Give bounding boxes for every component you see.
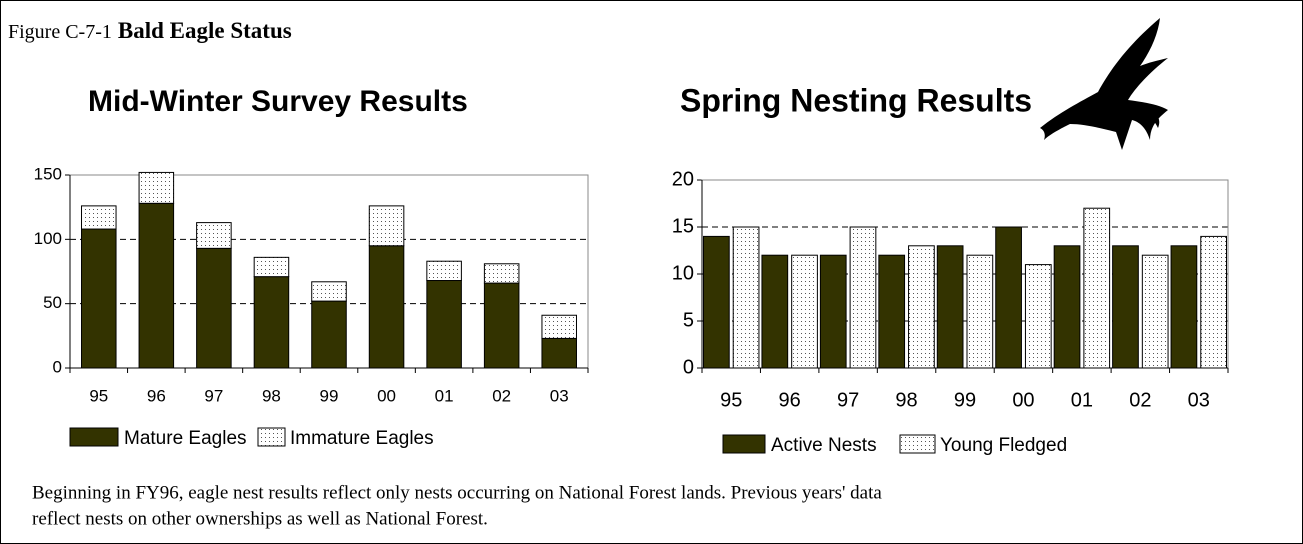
bar	[197, 248, 232, 368]
figure-title: Bald Eagle Status	[118, 18, 292, 43]
x-tick-label: 96	[779, 389, 801, 411]
bar	[312, 282, 347, 301]
bar	[909, 246, 935, 368]
bar	[82, 206, 117, 229]
x-tick-label: 02	[1129, 389, 1151, 411]
legend-label: Young Fledged	[940, 435, 1067, 456]
bar	[820, 255, 846, 368]
bar	[1201, 236, 1227, 368]
bar	[1113, 246, 1139, 368]
y-tick-label: 20	[672, 168, 694, 190]
figure-header: Figure C-7-1 Bald Eagle Status	[8, 18, 292, 43]
x-tick-label: 99	[954, 389, 976, 411]
x-tick-label: 00	[377, 386, 396, 405]
legend-swatch	[723, 435, 765, 453]
bar	[139, 203, 174, 368]
x-tick-label: 00	[1012, 389, 1034, 411]
x-tick-label: 03	[550, 386, 569, 405]
figure-label: Figure C-7-1	[8, 21, 112, 43]
bar	[733, 227, 759, 368]
bar	[967, 255, 993, 368]
x-tick-label: 97	[204, 386, 223, 405]
legend-label: Active Nests	[771, 435, 877, 456]
chart-title: Mid-Winter Survey Results	[88, 85, 468, 118]
bar	[484, 264, 519, 283]
bar	[312, 301, 347, 368]
bar	[1025, 265, 1051, 368]
bar	[254, 277, 289, 368]
x-tick-label: 02	[492, 386, 511, 405]
bar	[254, 257, 289, 276]
x-tick-label: 99	[320, 386, 339, 405]
bar	[369, 206, 404, 246]
bar	[82, 229, 117, 368]
y-tick-label: 50	[43, 293, 62, 312]
note-line: Beginning in FY96, eagle nest results re…	[32, 482, 882, 503]
bar	[1084, 208, 1110, 368]
y-tick-label: 0	[683, 356, 694, 378]
y-tick-label: 150	[34, 164, 62, 183]
bar	[1054, 246, 1080, 368]
y-tick-label: 10	[672, 262, 694, 284]
y-tick-label: 100	[34, 229, 62, 248]
bar	[484, 283, 519, 368]
x-tick-label: 01	[435, 386, 454, 405]
y-tick-label: 5	[683, 309, 694, 331]
x-tick-label: 97	[837, 389, 859, 411]
note-line: reflect nests on other ownerships as wel…	[32, 508, 488, 529]
x-tick-label: 95	[89, 386, 108, 405]
bar	[427, 261, 462, 280]
bar	[850, 227, 876, 368]
chart-title: Spring Nesting Results	[680, 82, 1032, 118]
bar	[1171, 246, 1197, 368]
bar	[369, 246, 404, 368]
bar	[879, 255, 905, 368]
bar	[542, 315, 577, 338]
legend-swatch	[900, 435, 935, 453]
legend-label: Immature Eagles	[290, 428, 434, 449]
bar	[542, 338, 577, 368]
bar	[139, 172, 174, 203]
x-tick-label: 98	[262, 386, 281, 405]
legend-label: Mature Eagles	[124, 428, 247, 449]
bar	[197, 223, 232, 249]
x-tick-label: 96	[147, 386, 166, 405]
y-tick-label: 0	[53, 357, 62, 376]
x-tick-label: 95	[720, 389, 742, 411]
bar	[427, 281, 462, 368]
x-tick-label: 01	[1071, 389, 1093, 411]
bar	[1142, 255, 1168, 368]
figure: Figure C-7-1 Bald Eagle Status Beginning …	[0, 0, 1303, 544]
legend-swatch	[70, 428, 118, 446]
x-tick-label: 98	[895, 389, 917, 411]
bar	[704, 236, 730, 368]
bar	[937, 246, 963, 368]
y-tick-label: 15	[672, 215, 694, 237]
legend-swatch	[258, 428, 285, 446]
x-tick-label: 03	[1188, 389, 1210, 411]
bar	[762, 255, 788, 368]
bar	[792, 255, 818, 368]
bar	[996, 227, 1022, 368]
